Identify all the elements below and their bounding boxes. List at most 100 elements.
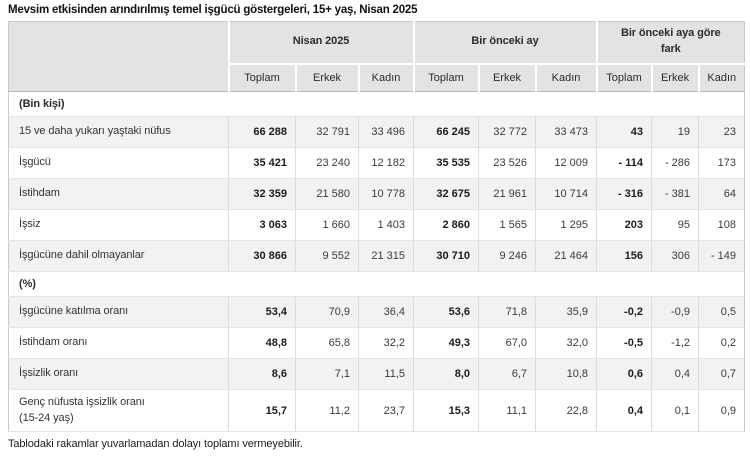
table-footnote: Tablodaki rakamlar yuvarlamadan dolayı t… [8,438,303,450]
row-label: İşgücüne dahil olmayanlar [8,240,229,272]
table-row: İşsizlik oranı 8,6 7,1 11,5 8,0 6,7 10,8 0,6 0,4… [8,358,745,390]
column-group-bir-onceki-ay: Bir önceki ay [412,21,597,64]
col-header-toplam: Toplam [227,62,296,92]
col-header-erkek: Erkek [650,62,699,92]
col-header-toplam: Toplam [595,62,652,92]
value-cell: 0,9 [698,389,745,432]
value-cell: 35 535 [413,147,479,179]
value-cell: 0,4 [651,358,699,390]
value-cell: - 381 [651,178,699,210]
value-cell: 9 552 [295,240,359,272]
value-cell: 21 315 [358,240,414,272]
value-cell: - 149 [698,240,745,272]
value-cell: -0,9 [651,296,699,328]
page-title: Mevsim etkisinden arındırılmış temel işg… [8,4,418,16]
value-cell: 0,6 [596,358,652,390]
table-body: (Bin kişi) 15 ve daha yukarı yaştaki nüfu… [8,91,745,432]
value-cell: 15,7 [228,389,296,432]
value-cell: 22,8 [534,389,597,432]
value-cell: 32 359 [228,178,296,210]
value-cell: 30 866 [228,240,296,272]
row-label: İşsiz [8,209,229,241]
labour-indicators-table: Nisan 2025 Bir önceki ay Bir önceki aya … [8,21,746,432]
value-cell: 23 240 [295,147,359,179]
section-header-row: (%) [8,271,745,297]
table-row: İstihdam oranı 48,8 65,8 32,2 49,3 67,0 32,0 -0… [8,327,745,359]
value-cell: 19 [651,116,699,148]
value-cell: 108 [698,209,745,241]
value-cell: 67,0 [478,327,536,359]
value-cell: 8,6 [228,358,296,390]
value-cell: 10 778 [358,178,414,210]
table-row: 15 ve daha yukarı yaştaki nüfus 66 288 32 … [8,116,745,148]
value-cell: 10 714 [534,178,597,210]
sub-header-row: Toplam Erkek Kadın Toplam Erkek Kadın To… [9,62,745,92]
section-label: (Bin kişi) [8,91,745,117]
value-cell: 49,3 [413,327,479,359]
value-cell: 1 295 [534,209,597,241]
value-cell: 65,8 [295,327,359,359]
value-cell: 173 [698,147,745,179]
table-row: İşgücüne dahil olmayanlar 30 866 9 552 21 3… [8,240,745,272]
value-cell: 9 246 [478,240,536,272]
value-cell: 10,8 [534,358,597,390]
value-cell: 0,5 [698,296,745,328]
value-cell: 7,1 [295,358,359,390]
value-cell: 32,0 [534,327,597,359]
value-cell: 32 791 [295,116,359,148]
value-cell: -1,2 [651,327,699,359]
value-cell: 1 403 [358,209,414,241]
value-cell: 0,1 [651,389,699,432]
value-cell: 64 [698,178,745,210]
column-group-nisan-2025: Nisan 2025 [227,21,414,64]
value-cell: 71,8 [478,296,536,328]
value-cell: 11,2 [295,389,359,432]
value-cell: 203 [596,209,652,241]
value-cell: 32,2 [358,327,414,359]
value-cell: 36,4 [358,296,414,328]
value-cell: 35,9 [534,296,597,328]
value-cell: 15,3 [413,389,479,432]
value-cell: -0,5 [596,327,652,359]
value-cell: - 286 [651,147,699,179]
value-cell: 35 421 [228,147,296,179]
table-row: Genç nüfusta işsizlik oranı (15-24 yaş) 1… [8,389,745,432]
value-cell: 66 245 [413,116,479,148]
col-header-erkek: Erkek [477,62,536,92]
value-cell: 21 580 [295,178,359,210]
value-cell: 0,4 [596,389,652,432]
table-row: İstihdam 32 359 21 580 10 778 32 675 21 961 10… [8,178,745,210]
value-cell: 53,4 [228,296,296,328]
value-cell: 12 182 [358,147,414,179]
value-cell: 53,6 [413,296,479,328]
table-row: İşsiz 3 063 1 660 1 403 2 860 1 565 1 295 203 95… [8,209,745,241]
value-cell: -0,2 [596,296,652,328]
value-cell: 6,7 [478,358,536,390]
value-cell: 23,7 [358,389,414,432]
col-header-kadin: Kadın [697,62,745,92]
col-header-toplam: Toplam [412,62,479,92]
value-cell: 8,0 [413,358,479,390]
row-label: İstihdam [8,178,229,210]
value-cell: 0,7 [698,358,745,390]
section-label: (%) [8,271,745,297]
row-label: İşgücü [8,147,229,179]
value-cell: 33 496 [358,116,414,148]
col-header-erkek: Erkek [294,62,359,92]
table-row: İşgücü 35 421 23 240 12 182 35 535 23 526 12 0… [8,147,745,179]
value-cell: 1 660 [295,209,359,241]
value-cell: 11,1 [478,389,536,432]
row-label: Genç nüfusta işsizlik oranı (15-24 yaş) [8,389,229,432]
corner-cell [8,21,229,92]
value-cell: 1 565 [478,209,536,241]
value-cell: 21 464 [534,240,597,272]
col-header-kadin: Kadın [357,62,414,92]
value-cell: 3 063 [228,209,296,241]
table-row: İşgücüne katılma oranı 53,4 70,9 36,4 53,6 71… [8,296,745,328]
row-label: İşgücüne katılma oranı [8,296,229,328]
value-cell: 33 473 [534,116,597,148]
col-header-kadin: Kadın [534,62,597,92]
section-header-row: (Bin kişi) [8,91,745,117]
value-cell: 21 961 [478,178,536,210]
